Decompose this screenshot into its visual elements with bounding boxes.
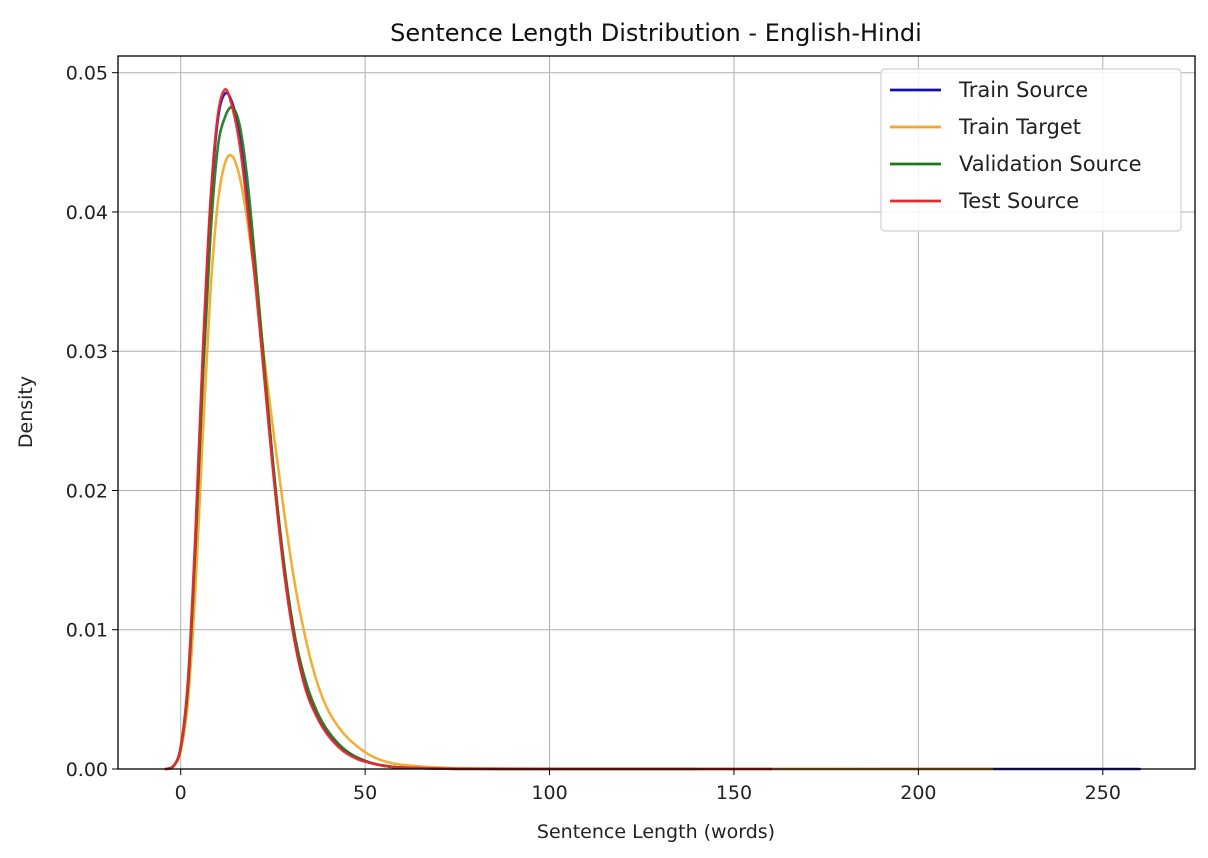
x-axis-label: Sentence Length (words): [537, 821, 775, 843]
legend-box: [880, 68, 1182, 232]
y-tick-label: 0.00: [66, 759, 108, 781]
y-tick-label: 0.05: [66, 63, 108, 85]
series-line-test-source: [164, 88, 773, 771]
y-tick-label: 0.04: [66, 202, 108, 224]
y-tick-label: 0.01: [66, 620, 108, 642]
x-tick-label: 250: [1085, 782, 1121, 804]
y-axis-ticks: 0.00 0.01 0.02 0.03 0.04 0.05: [66, 63, 118, 781]
x-tick-label: 150: [716, 782, 752, 804]
legend-entry: Train Target: [958, 115, 1081, 139]
legend-entry: Test Source: [958, 189, 1079, 213]
y-tick-label: 0.02: [66, 480, 108, 502]
legend: Train Source Train Target Validation Sourc…: [880, 68, 1182, 232]
legend-entry: Validation Source: [959, 152, 1142, 176]
y-tick-label: 0.03: [66, 341, 108, 363]
x-tick-label: 200: [900, 782, 936, 804]
series-line-train-target: [164, 153, 994, 771]
y-axis-label: Density: [15, 376, 37, 448]
chart-title: Sentence Length Distribution - English-H…: [390, 19, 922, 47]
legend-entry: Train Source: [958, 78, 1088, 102]
x-axis-ticks: 0 50 100 150 200 250: [175, 769, 1121, 804]
x-tick-label: 100: [531, 782, 567, 804]
x-tick-label: 50: [353, 782, 377, 804]
x-tick-label: 0: [175, 782, 187, 804]
axes-frame: [117, 55, 1196, 770]
